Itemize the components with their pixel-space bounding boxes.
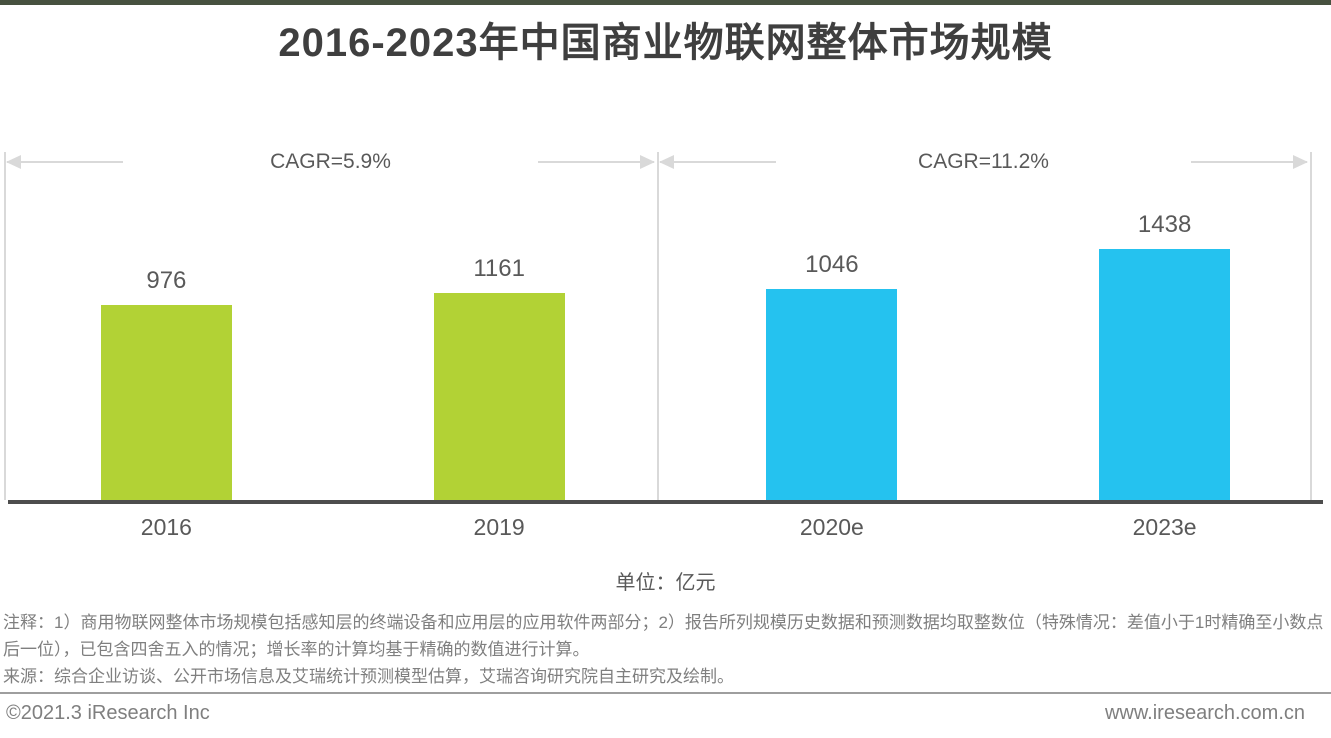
dimension-line	[538, 155, 655, 169]
bar-chart: 976 1161 1046 1438	[0, 211, 1331, 500]
x-label-2016: 2016	[140, 514, 192, 540]
dimension-line	[6, 155, 123, 169]
bar-group-2016: 976	[0, 267, 333, 500]
top-accent-strip	[0, 0, 1331, 5]
footer-website: www.iresearch.com.cn	[1104, 702, 1305, 724]
arrow-right-icon	[640, 155, 655, 169]
footer-copyright: ©2021.3 iResearch Inc	[6, 702, 210, 724]
cagr-right-label: CAGR=11.2%	[918, 150, 1049, 173]
bracket-edge-right	[1310, 152, 1312, 500]
bar-group-2020e: 1046	[666, 251, 999, 500]
bar-value-2019: 1161	[473, 255, 525, 282]
x-axis-labels: 2016 2019 2020e 2023e	[0, 514, 1331, 541]
bar-2020e	[766, 289, 898, 500]
cagr-annotation-left: CAGR=5.9%	[4, 150, 657, 192]
annotation-text: 注释：1）商用物联网整体市场规模包括感知层的终端设备和应用层的应用软件两部分；2…	[3, 613, 1324, 659]
bracket-edge-middle	[657, 152, 659, 500]
notes-block: 注释：1）商用物联网整体市场规模包括感知层的终端设备和应用层的应用软件两部分；2…	[3, 609, 1328, 690]
x-label-2020e: 2020e	[799, 514, 864, 540]
arrow-left-icon	[659, 155, 674, 169]
arrow-left-icon	[6, 155, 21, 169]
cagr-annotation-right: CAGR=11.2%	[657, 150, 1310, 192]
bar-value-2023e: 1438	[1137, 211, 1192, 238]
bar-value-2020e: 1046	[805, 251, 859, 278]
unit-label: 单位：亿元	[615, 572, 716, 594]
x-label-2019: 2019	[473, 514, 525, 540]
x-label-2023e: 2023e	[1132, 514, 1197, 540]
footer-divider	[0, 692, 1331, 694]
bar-group-2023e: 1438	[998, 211, 1331, 500]
dimension-line	[659, 155, 776, 169]
bar-value-2016: 976	[146, 267, 187, 294]
bar-2019	[433, 293, 565, 500]
page-title: 2016-2023年中国商业物联网整体市场规模	[278, 21, 1053, 65]
bar-2016	[100, 305, 232, 500]
bracket-edge-left	[4, 152, 6, 500]
arrow-right-icon	[1293, 155, 1308, 169]
x-axis-line	[8, 500, 1323, 504]
cagr-left-label: CAGR=5.9%	[270, 150, 391, 173]
source-text: 来源：综合企业访谈、公开市场信息及艾瑞统计预测模型估算，艾瑞咨询研究院自主研究及…	[3, 667, 734, 686]
dimension-line	[1191, 155, 1308, 169]
bar-2023e	[1099, 249, 1231, 500]
bar-group-2019: 1161	[333, 255, 666, 500]
